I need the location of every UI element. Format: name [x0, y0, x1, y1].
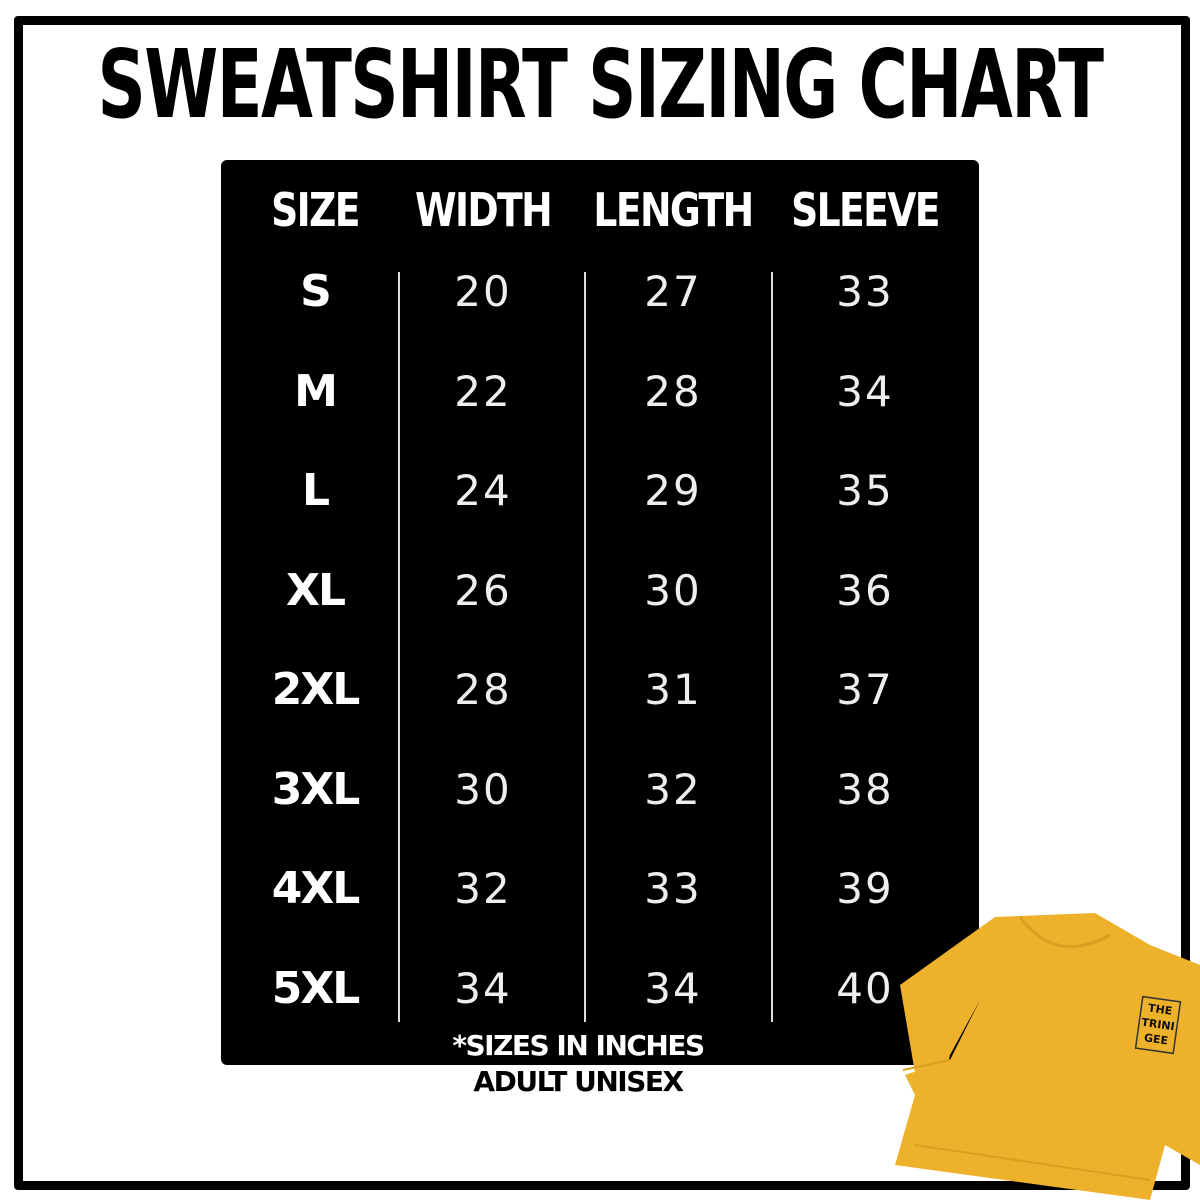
column-header-width: WIDTH — [414, 183, 553, 237]
page-title: SWEATSHIRT SIZING CHART — [97, 30, 1105, 140]
column-divider — [398, 272, 400, 1022]
size-label: S — [300, 266, 332, 317]
sleeve-value: 40 — [836, 963, 894, 1013]
sweatshirt-image: THE TRINI GEE — [895, 913, 1200, 1200]
sleeve-value: 34 — [836, 366, 894, 416]
length-value: 33 — [644, 864, 702, 913]
column-divider — [584, 272, 586, 1022]
sleeve-value: 38 — [836, 764, 894, 814]
length-value: 27 — [644, 267, 702, 316]
svg-text:TRINI: TRINI — [1141, 1016, 1176, 1034]
column-header-length: LENGTH — [593, 183, 754, 237]
size-table — [221, 160, 979, 1065]
length-value: 32 — [644, 764, 702, 814]
size-label: 3XL — [271, 763, 361, 815]
size-label: M — [294, 365, 338, 417]
fit-note: ADULT UNISEX — [473, 1065, 684, 1098]
length-value: 28 — [644, 366, 702, 416]
width-value: 26 — [454, 565, 512, 615]
column-header-size: SIZE — [271, 183, 360, 237]
length-value: 29 — [644, 466, 702, 515]
page-frame — [14, 16, 1190, 1190]
length-value: 34 — [644, 963, 702, 1013]
size-label: 5XL — [271, 962, 361, 1014]
size-label: L — [301, 465, 330, 516]
size-label: 4XL — [271, 863, 361, 914]
width-value: 28 — [454, 665, 512, 714]
length-value: 30 — [644, 565, 702, 615]
width-value: 24 — [454, 466, 512, 515]
sleeve-value: 36 — [836, 565, 894, 615]
size-label: XL — [286, 564, 346, 616]
sleeve-value: 39 — [836, 864, 894, 913]
width-value: 22 — [454, 366, 512, 416]
units-note: *SIZES IN INCHES — [452, 1029, 705, 1062]
width-value: 30 — [454, 764, 512, 814]
width-value: 34 — [454, 963, 512, 1013]
length-value: 31 — [644, 665, 702, 714]
sleeve-value: 33 — [836, 267, 894, 316]
width-value: 32 — [454, 864, 512, 913]
sleeve-value: 37 — [836, 665, 894, 714]
svg-text:GEE: GEE — [1143, 1031, 1169, 1047]
sleeve-value: 35 — [836, 466, 894, 515]
svg-text:THE: THE — [1147, 1002, 1173, 1018]
column-header-sleeve: SLEEVE — [791, 183, 940, 237]
column-divider — [771, 272, 773, 1022]
size-label: 2XL — [271, 664, 361, 715]
width-value: 20 — [454, 267, 512, 316]
